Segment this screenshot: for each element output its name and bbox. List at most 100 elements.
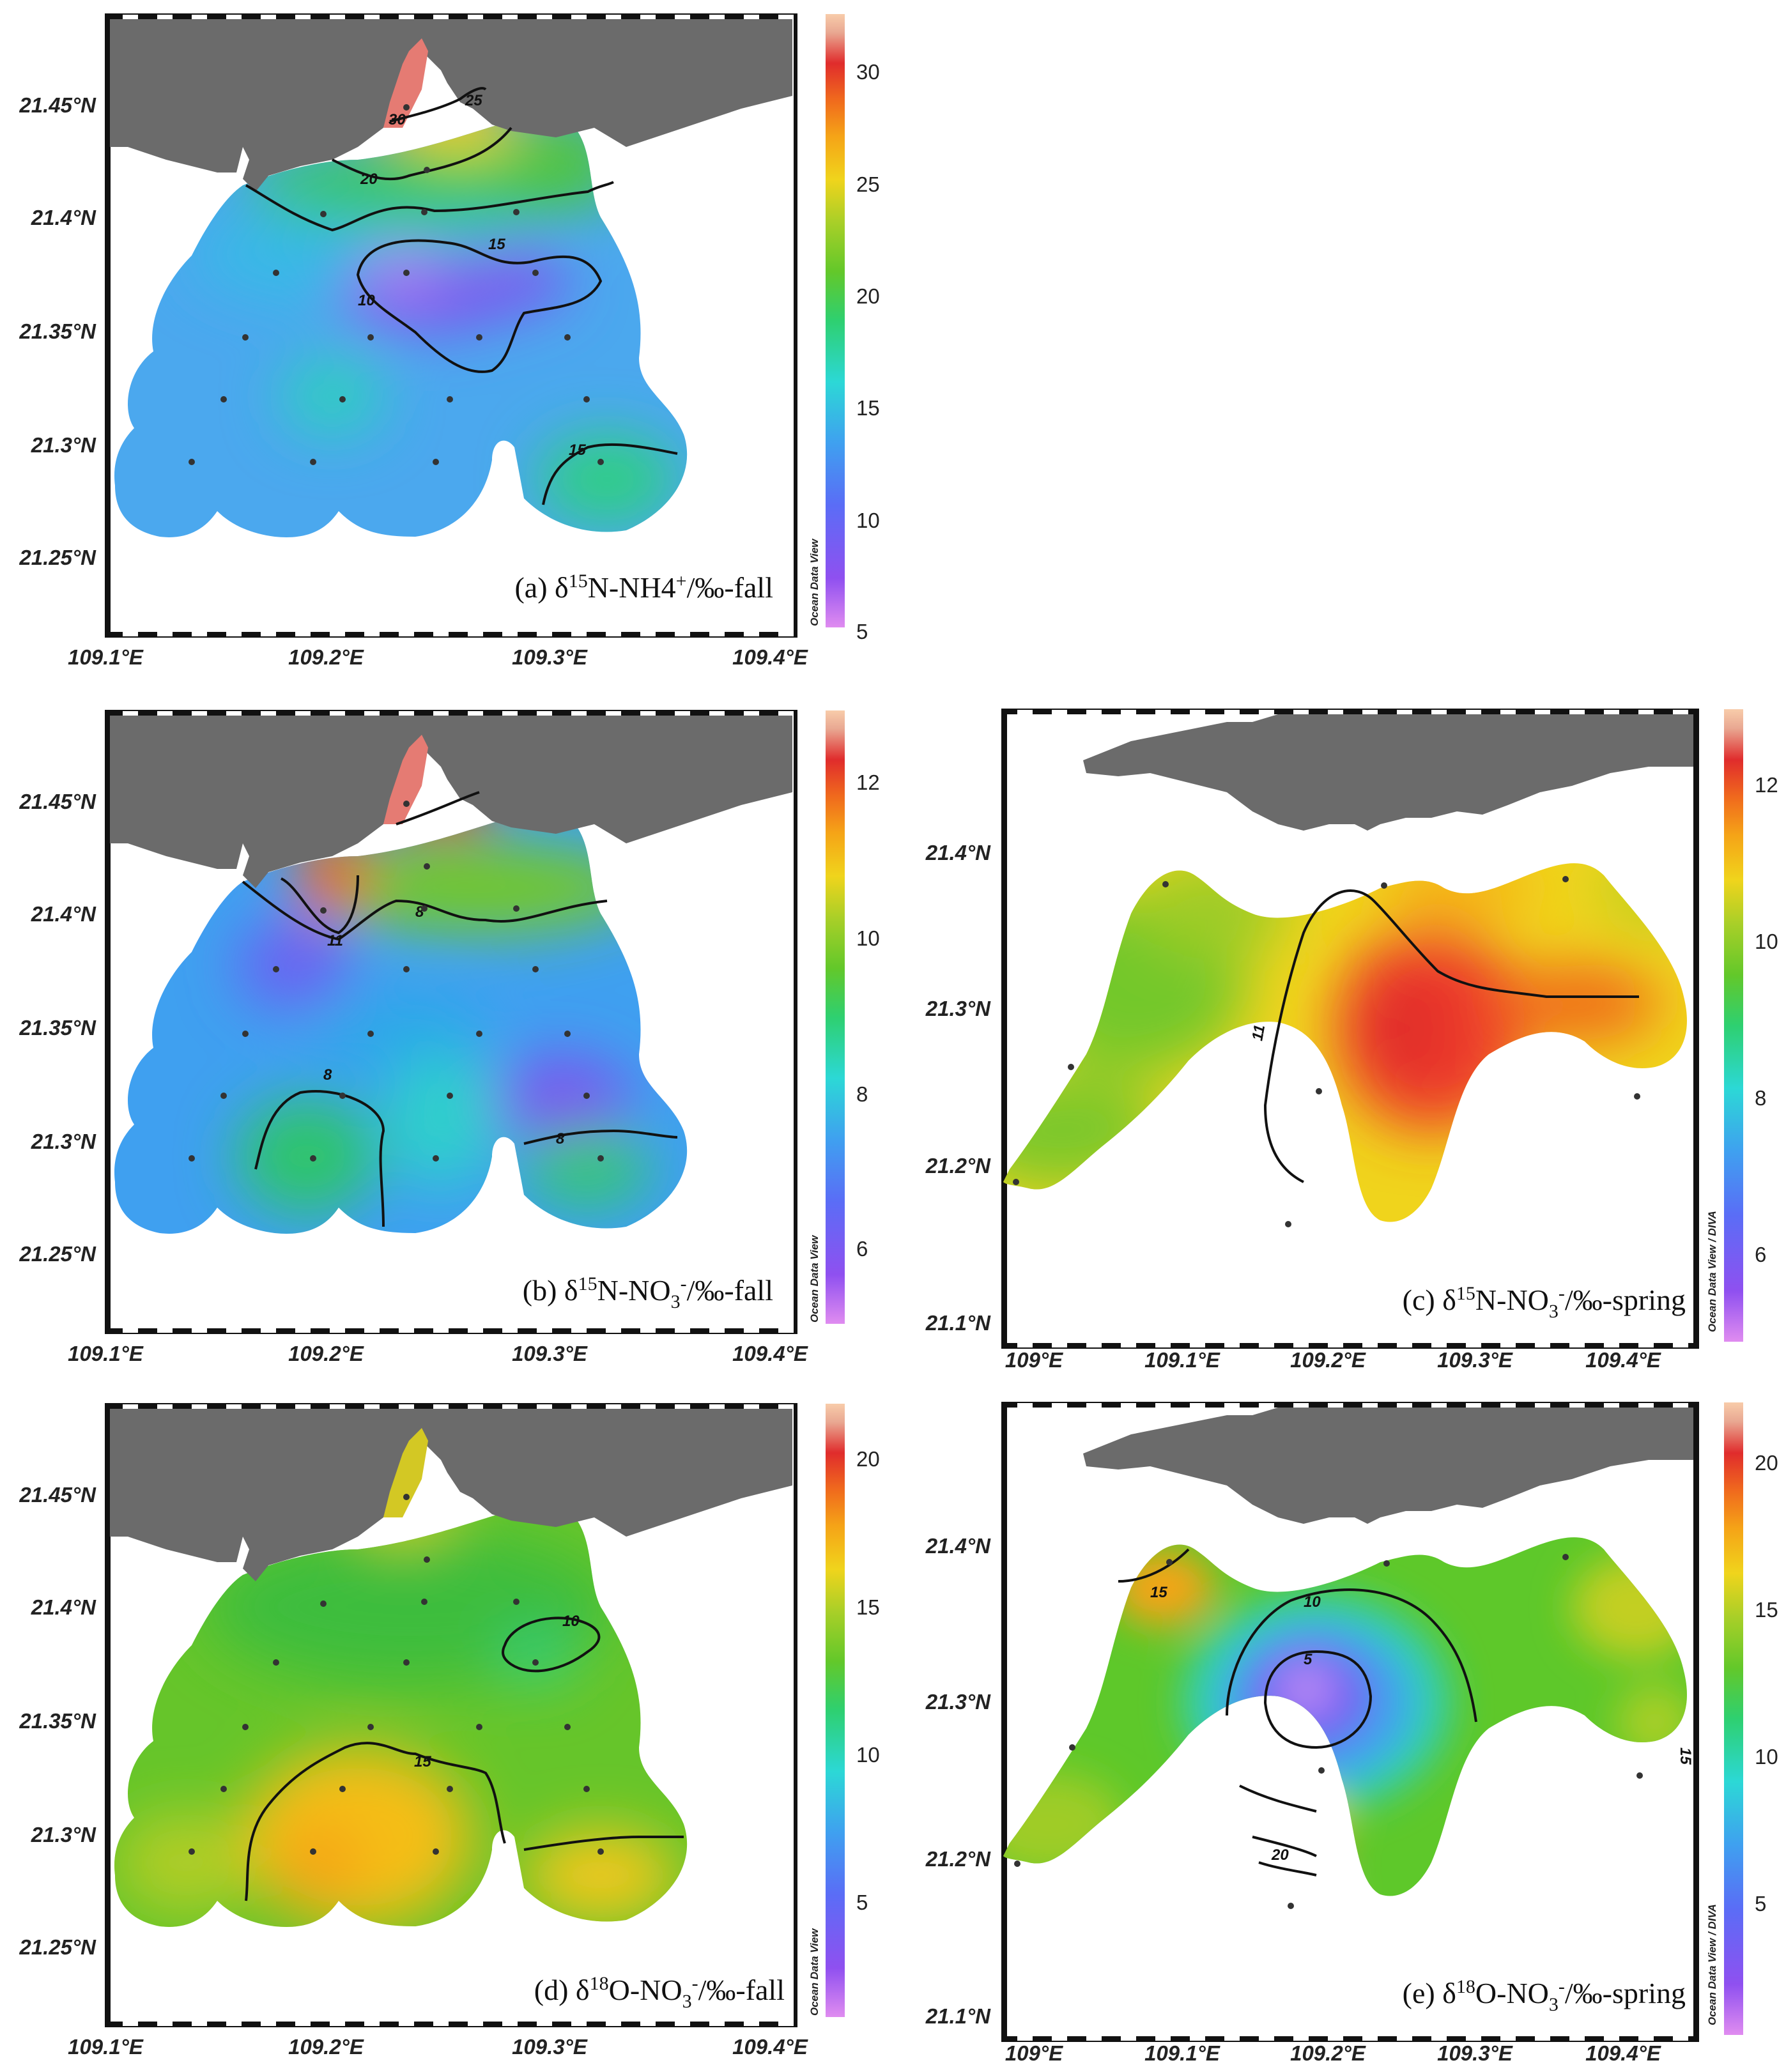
- svg-text:109.1°E: 109.1°E: [68, 2035, 144, 2059]
- svg-text:21.35°N: 21.35°N: [19, 1709, 96, 1733]
- svg-text:Ocean Data View / DIVA: Ocean Data View / DIVA: [1706, 1211, 1718, 1332]
- svg-text:109.2°E: 109.2°E: [1290, 2041, 1366, 2065]
- svg-text:6: 6: [856, 1237, 868, 1261]
- svg-text:21.4°N: 21.4°N: [31, 206, 96, 229]
- svg-text:109.3°E: 109.3°E: [512, 1342, 588, 1365]
- svg-text:21.35°N: 21.35°N: [19, 319, 96, 343]
- svg-text:109.3°E: 109.3°E: [512, 645, 588, 669]
- svg-text:8: 8: [1755, 1086, 1766, 1110]
- y-axis-labels: 21.45°N 21.4°N 21.35°N 21.3°N 21.25°N: [19, 1483, 96, 1959]
- svg-text:20: 20: [1755, 1451, 1778, 1475]
- svg-text:21.45°N: 21.45°N: [19, 790, 96, 813]
- panel-caption: (a) δ15N-NH4+/‰-fall: [514, 571, 773, 604]
- panel-caption: (c) δ15N-NO3-/‰-spring: [1403, 1283, 1686, 1322]
- svg-text:21.25°N: 21.25°N: [19, 1242, 96, 1266]
- sampling-stations: [1013, 876, 1640, 1227]
- svg-text:5: 5: [1755, 1892, 1766, 1915]
- panel-caption: (b) δ15N-NO3-/‰-fall: [523, 1273, 773, 1312]
- x-axis-labels: 109.1°E 109.2°E 109.3°E 109.4°E: [68, 2035, 808, 2059]
- svg-text:15: 15: [569, 441, 586, 459]
- svg-text:21.3°N: 21.3°N: [925, 1690, 991, 1714]
- contour-lines: [1118, 1548, 1477, 1876]
- estuary: [383, 38, 428, 128]
- svg-text:5: 5: [1304, 1651, 1313, 1668]
- svg-text:109.4°E: 109.4°E: [732, 1342, 808, 1365]
- svg-text:10: 10: [856, 1743, 880, 1767]
- colorbar: Ocean Data View 12 10 8 6: [808, 710, 880, 1324]
- svg-text:10: 10: [562, 1613, 580, 1630]
- svg-text:15: 15: [1755, 1598, 1778, 1622]
- svg-text:Ocean Data View: Ocean Data View: [808, 538, 820, 626]
- colorbar: Ocean Data View / DIVA 12 10 8 6: [1706, 709, 1778, 1342]
- x-axis-labels: 109.1°E 109.2°E 109.3°E 109.4°E: [68, 1342, 808, 1365]
- svg-text:15: 15: [488, 236, 505, 253]
- svg-text:109.4°E: 109.4°E: [1585, 2041, 1661, 2065]
- sampling-stations: [189, 104, 604, 465]
- svg-text:21.4°N: 21.4°N: [925, 1534, 991, 1558]
- svg-text:21.3°N: 21.3°N: [31, 433, 96, 457]
- svg-text:25: 25: [856, 173, 880, 196]
- svg-text:109.3°E: 109.3°E: [1437, 1348, 1513, 1372]
- svg-text:109.1°E: 109.1°E: [1144, 2041, 1220, 2065]
- svg-text:20: 20: [856, 1447, 880, 1471]
- svg-text:8: 8: [556, 1130, 565, 1147]
- x-axis-labels: 109.1°E 109.2°E 109.3°E 109.4°E: [68, 645, 808, 669]
- contour-lines: [1263, 889, 1639, 1183]
- svg-text:21.2°N: 21.2°N: [925, 1154, 991, 1178]
- svg-text:21.45°N: 21.45°N: [19, 93, 96, 117]
- sampling-stations: [189, 1494, 604, 1855]
- svg-text:109.4°E: 109.4°E: [732, 645, 808, 669]
- y-axis-labels: 21.4°N 21.3°N 21.2°N 21.1°N: [925, 1534, 991, 2028]
- svg-text:20: 20: [856, 284, 880, 308]
- x-axis-labels: 109°E 109.1°E 109.2°E 109.3°E 109.4°E: [1005, 2041, 1661, 2065]
- svg-text:21.45°N: 21.45°N: [19, 1483, 96, 1507]
- svg-text:Ocean Data View / DIVA: Ocean Data View / DIVA: [1706, 1904, 1718, 2025]
- svg-text:30: 30: [856, 60, 880, 84]
- svg-text:30: 30: [389, 111, 406, 128]
- coastline-land: [1083, 714, 1693, 831]
- svg-text:Ocean Data View: Ocean Data View: [808, 1234, 820, 1323]
- svg-text:20: 20: [1271, 1846, 1289, 1864]
- svg-text:25: 25: [465, 92, 482, 109]
- svg-text:10: 10: [856, 926, 880, 950]
- panel-c-map: 11 21.4°N 21.3°N 21.2°N 21.1°N 109°E 109…: [925, 709, 1778, 1372]
- panel-caption: (d) δ18O-NO3-/‰-fall: [534, 1973, 785, 2012]
- panel-caption: (e) δ18O-NO3-/‰-spring: [1403, 1976, 1686, 2015]
- sampling-stations: [1014, 1554, 1643, 1909]
- svg-text:21.25°N: 21.25°N: [19, 546, 96, 569]
- svg-text:5: 5: [856, 620, 868, 643]
- y-axis-labels: 21.4°N 21.3°N 21.2°N 21.1°N: [925, 841, 991, 1335]
- svg-text:20: 20: [360, 171, 378, 188]
- svg-text:11: 11: [327, 932, 343, 949]
- svg-text:12: 12: [1755, 773, 1778, 797]
- svg-text:109.4°E: 109.4°E: [1585, 1348, 1661, 1372]
- estuary: [383, 735, 428, 824]
- contour-lines: [245, 87, 678, 505]
- contour-label: 11: [1249, 1024, 1268, 1042]
- estuary: [383, 1428, 428, 1517]
- coastline-land: [110, 1409, 792, 1581]
- panel-d-map: 10 15 21.45°N 21.4°N 21.35°N 21.3°N 21.2…: [19, 1403, 880, 2059]
- svg-text:21.3°N: 21.3°N: [31, 1130, 96, 1153]
- svg-text:10: 10: [358, 292, 375, 309]
- svg-text:109.1°E: 109.1°E: [68, 645, 144, 669]
- svg-text:21.2°N: 21.2°N: [925, 1847, 991, 1871]
- svg-text:109°E: 109°E: [1005, 2041, 1063, 2065]
- sampling-stations: [189, 801, 604, 1162]
- svg-text:21.1°N: 21.1°N: [925, 1311, 991, 1335]
- svg-text:21.1°N: 21.1°N: [925, 2004, 991, 2028]
- svg-text:109.3°E: 109.3°E: [1437, 2041, 1513, 2065]
- coastline-land: [110, 19, 792, 192]
- svg-text:21.25°N: 21.25°N: [19, 1935, 96, 1959]
- svg-text:5: 5: [856, 1891, 868, 1914]
- panel-a-map: 30 25 20 15 10 15 21.45°N 21.4°N 21.35°N…: [19, 13, 880, 669]
- svg-text:21.4°N: 21.4°N: [31, 902, 96, 926]
- svg-text:15: 15: [1150, 1584, 1167, 1601]
- svg-text:10: 10: [1755, 930, 1778, 953]
- svg-text:10: 10: [1304, 1593, 1321, 1611]
- svg-text:6: 6: [1755, 1243, 1766, 1266]
- svg-text:21.35°N: 21.35°N: [19, 1016, 96, 1040]
- svg-text:109.3°E: 109.3°E: [512, 2035, 588, 2059]
- svg-text:109.1°E: 109.1°E: [68, 1342, 144, 1365]
- panel-e-map: 15 10 5 15 20 15 21.4°N 21.3°N 21.2°N 21…: [925, 1402, 1778, 2065]
